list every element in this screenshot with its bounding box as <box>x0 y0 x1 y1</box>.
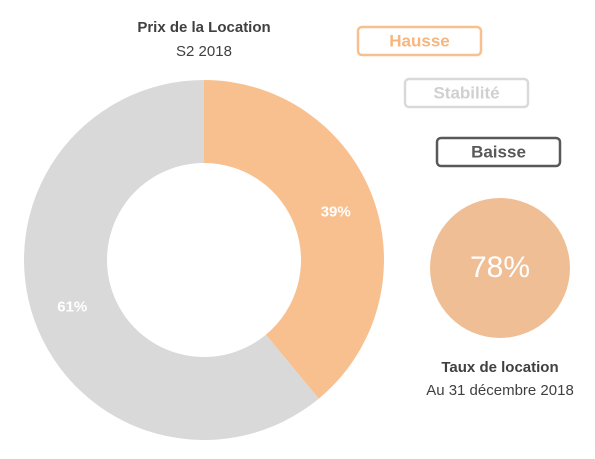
kpi-circle <box>430 198 570 338</box>
legend-label: Baisse <box>471 142 526 161</box>
kpi-title: Taux de location <box>441 359 558 376</box>
legend-box <box>435 136 562 168</box>
donut-slice <box>24 80 319 440</box>
kpi-value: 78% <box>470 251 530 284</box>
chart-title: Prix de la Location <box>137 19 270 36</box>
legend-label: Hausse <box>389 31 449 50</box>
chart-subtitle: S2 2018 <box>176 43 232 60</box>
legend-label: Stabilité <box>433 83 499 102</box>
legend-box <box>403 77 530 109</box>
slice-label: 39% <box>321 204 351 221</box>
kpi-subtitle: Au 31 décembre 2018 <box>426 382 574 399</box>
legend-box <box>356 25 483 57</box>
donut-slice <box>204 80 385 399</box>
slice-label: 61% <box>57 298 87 315</box>
